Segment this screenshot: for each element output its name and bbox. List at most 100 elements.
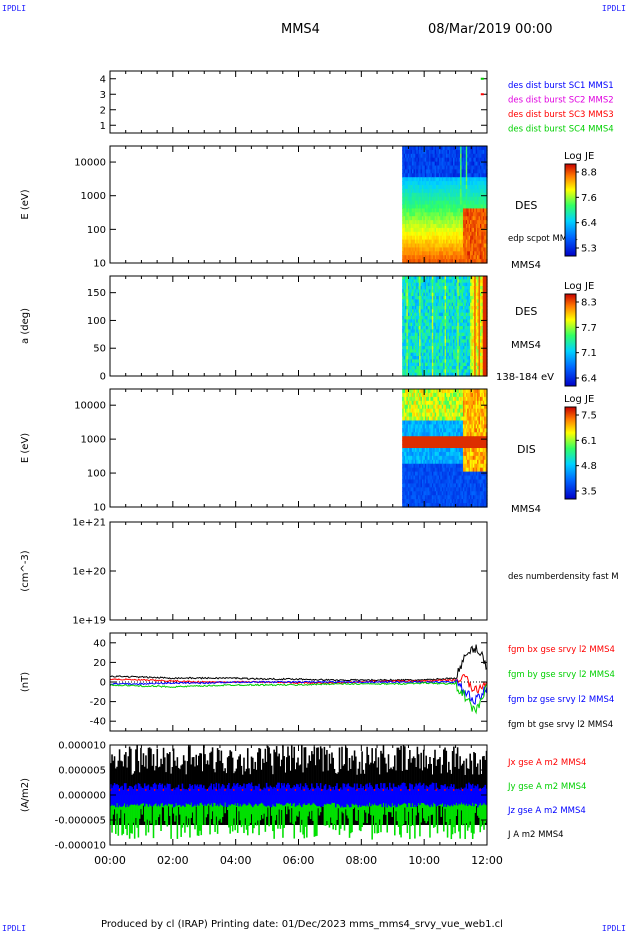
spectrogram-cell xyxy=(406,396,409,402)
spectrogram-cell xyxy=(414,349,417,354)
spectrogram-cell xyxy=(484,276,487,280)
spectrogram-cell xyxy=(477,306,480,310)
spectrogram-cell xyxy=(461,292,464,297)
spectrogram-cell xyxy=(427,404,430,410)
spectrogram-cell xyxy=(403,440,406,445)
spectrogram-cell xyxy=(467,216,470,221)
spectrogram-cell xyxy=(444,157,447,163)
spectrogram-cell xyxy=(409,216,412,221)
spectrogram-cell xyxy=(424,459,427,465)
spectrogram-cell xyxy=(436,336,439,340)
spectrogram-cell xyxy=(446,428,449,433)
spectrogram-cell xyxy=(416,177,419,182)
spectrogram-cell xyxy=(410,389,413,394)
spectrogram-cell xyxy=(433,440,436,445)
spectrogram-cell xyxy=(461,286,464,290)
spectrogram-cell xyxy=(481,339,484,344)
spectrogram-cell xyxy=(420,192,423,198)
spectrogram-cell xyxy=(417,339,420,344)
spectrogram-cell xyxy=(409,302,412,307)
spectrogram-cell xyxy=(472,276,475,280)
spectrogram-cell xyxy=(448,366,451,370)
spectrogram-cell xyxy=(433,322,436,327)
spectrogram-cell xyxy=(424,292,427,297)
spectrogram-cell xyxy=(405,412,408,418)
spectrogram-cell xyxy=(461,356,464,360)
spectrogram-cell xyxy=(484,362,487,367)
spectrogram-cell xyxy=(482,329,485,334)
spectrogram-cell xyxy=(474,255,477,260)
spectrogram-cell xyxy=(430,161,433,167)
spectrogram-cell xyxy=(472,231,475,237)
spectrogram-cell xyxy=(431,459,434,465)
spectrogram-cell xyxy=(478,372,481,377)
spectrogram-cell xyxy=(443,208,446,213)
spectrogram-cell xyxy=(453,235,456,241)
spectrogram-cell xyxy=(433,188,436,194)
spectrogram-cell xyxy=(427,302,430,307)
spectrogram-cell xyxy=(426,282,429,287)
spectrogram-cell xyxy=(441,448,444,453)
spectrogram-cell xyxy=(402,463,405,469)
spectrogram-cell xyxy=(453,247,456,252)
spectrogram-cell xyxy=(447,299,450,304)
des-energy-colorbar-tick-label: 8.8 xyxy=(581,168,597,179)
spectrogram-cell xyxy=(438,366,441,370)
spectrogram-cell xyxy=(412,235,415,241)
spectrogram-cell xyxy=(423,316,426,320)
spectrogram-cell xyxy=(406,316,409,320)
spectrogram-cell xyxy=(468,188,471,194)
spectrogram-cell xyxy=(409,491,412,496)
spectrogram-cell xyxy=(406,412,409,418)
spectrogram-cell xyxy=(421,149,424,155)
spectrogram-cell xyxy=(443,212,446,217)
spectrogram-cell xyxy=(431,467,434,473)
spectrogram-cell xyxy=(402,408,405,414)
spectrogram-cell xyxy=(426,499,429,504)
spectrogram-cell xyxy=(431,455,434,461)
spectrogram-cell xyxy=(478,369,481,374)
spectrogram-cell xyxy=(403,173,406,178)
spectrogram-cell xyxy=(455,448,458,453)
spectrogram-cell xyxy=(406,235,409,241)
spectrogram-cell xyxy=(444,342,447,347)
spectrogram-cell xyxy=(438,302,441,307)
spectrogram-cell xyxy=(420,212,423,217)
spectrogram-cell xyxy=(478,279,481,284)
spectrogram-cell xyxy=(416,255,419,260)
spectrogram-cell xyxy=(433,428,436,433)
spectrogram-cell xyxy=(406,227,409,233)
spectrogram-cell xyxy=(412,389,415,394)
spectrogram-cell xyxy=(458,349,461,354)
spectrogram-cell xyxy=(436,239,439,245)
spectrogram-cell xyxy=(421,416,424,422)
spectrogram-cell xyxy=(412,326,415,330)
spectrogram-cell xyxy=(443,416,446,422)
spectrogram-cell xyxy=(440,436,443,441)
spectrogram-cell xyxy=(419,459,422,465)
spectrogram-cell xyxy=(433,185,436,190)
spectrogram-cell xyxy=(453,251,456,256)
spectrogram-cell xyxy=(451,408,454,414)
spectrogram-cell xyxy=(434,436,437,441)
spectrogram-cell xyxy=(447,455,450,461)
spectrogram-cell xyxy=(477,165,480,170)
spectrogram-cell xyxy=(420,319,423,324)
spectrogram-cell xyxy=(468,332,471,337)
spectrogram-cell xyxy=(421,349,424,354)
spectrogram-cell xyxy=(461,289,464,294)
spectrogram-cell xyxy=(438,153,441,159)
spectrogram-cell xyxy=(421,216,424,221)
spectrogram-cell xyxy=(467,349,470,354)
spectrogram-cell xyxy=(441,440,444,445)
spectrogram-cell xyxy=(421,432,424,437)
spectrogram-cell xyxy=(471,251,474,256)
spectrogram-cell xyxy=(443,471,446,477)
spectrogram-cell xyxy=(461,309,464,314)
spectrogram-cell xyxy=(414,440,417,445)
spectrogram-cell xyxy=(409,316,412,320)
spectrogram-cell xyxy=(402,479,405,484)
spectrogram-cell xyxy=(419,444,422,449)
spectrogram-cell xyxy=(450,336,453,340)
spectrogram-cell xyxy=(481,192,484,198)
